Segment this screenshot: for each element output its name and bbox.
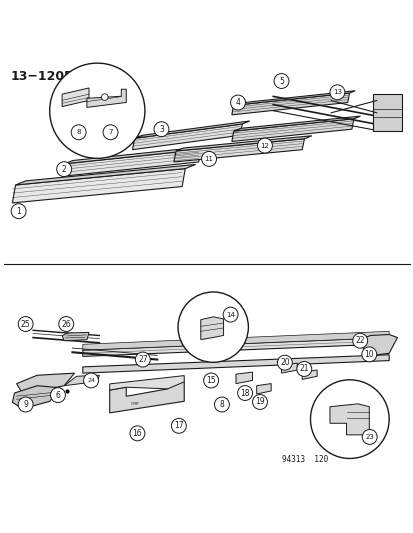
Circle shape bbox=[201, 151, 216, 166]
Polygon shape bbox=[16, 165, 195, 185]
Polygon shape bbox=[231, 119, 353, 141]
Polygon shape bbox=[109, 378, 184, 413]
Circle shape bbox=[57, 161, 71, 176]
Circle shape bbox=[50, 387, 65, 402]
Polygon shape bbox=[173, 139, 304, 162]
Circle shape bbox=[178, 292, 248, 362]
Text: 13: 13 bbox=[332, 90, 341, 95]
Polygon shape bbox=[83, 332, 388, 350]
Circle shape bbox=[103, 125, 118, 140]
Circle shape bbox=[310, 380, 388, 458]
Text: 27: 27 bbox=[138, 355, 147, 364]
Polygon shape bbox=[17, 373, 74, 394]
Circle shape bbox=[71, 125, 86, 140]
Circle shape bbox=[101, 94, 108, 100]
Polygon shape bbox=[62, 88, 89, 107]
Circle shape bbox=[154, 122, 169, 136]
Text: 25: 25 bbox=[21, 319, 31, 328]
Circle shape bbox=[361, 347, 376, 362]
Text: 14: 14 bbox=[225, 312, 235, 318]
Circle shape bbox=[277, 355, 292, 370]
Circle shape bbox=[59, 317, 74, 332]
Polygon shape bbox=[83, 355, 388, 373]
Text: 11: 11 bbox=[204, 156, 213, 162]
Polygon shape bbox=[231, 93, 349, 115]
Text: 94313  120: 94313 120 bbox=[281, 455, 327, 464]
Text: ORP: ORP bbox=[130, 401, 139, 406]
Polygon shape bbox=[87, 89, 126, 108]
Text: 19: 19 bbox=[254, 398, 264, 407]
Text: 26: 26 bbox=[61, 319, 71, 328]
Circle shape bbox=[18, 317, 33, 332]
Circle shape bbox=[252, 394, 267, 409]
Circle shape bbox=[203, 373, 218, 388]
Polygon shape bbox=[12, 386, 60, 409]
Circle shape bbox=[171, 418, 186, 433]
Polygon shape bbox=[233, 91, 354, 106]
Text: 21: 21 bbox=[299, 365, 308, 374]
Polygon shape bbox=[200, 317, 223, 340]
Polygon shape bbox=[83, 337, 388, 357]
Text: 7: 7 bbox=[108, 130, 112, 135]
Circle shape bbox=[130, 426, 145, 441]
Circle shape bbox=[50, 63, 145, 158]
Polygon shape bbox=[176, 136, 311, 151]
Polygon shape bbox=[256, 384, 271, 394]
Polygon shape bbox=[109, 376, 184, 390]
Text: 1: 1 bbox=[16, 207, 21, 216]
Polygon shape bbox=[132, 124, 242, 150]
Text: 6: 6 bbox=[55, 391, 60, 400]
Polygon shape bbox=[12, 168, 185, 203]
Polygon shape bbox=[235, 372, 252, 384]
Circle shape bbox=[273, 74, 288, 88]
Circle shape bbox=[83, 373, 98, 388]
Circle shape bbox=[257, 138, 272, 153]
Polygon shape bbox=[329, 404, 368, 435]
Text: 4: 4 bbox=[235, 98, 240, 107]
Text: 16: 16 bbox=[132, 429, 142, 438]
Polygon shape bbox=[134, 121, 249, 138]
Text: 9: 9 bbox=[23, 400, 28, 409]
Text: 18: 18 bbox=[240, 389, 249, 398]
Circle shape bbox=[11, 204, 26, 219]
Text: 5: 5 bbox=[278, 77, 283, 85]
Polygon shape bbox=[62, 149, 201, 176]
Text: 8: 8 bbox=[76, 130, 81, 135]
Polygon shape bbox=[62, 333, 89, 341]
Text: 8: 8 bbox=[219, 400, 224, 409]
Polygon shape bbox=[281, 363, 297, 373]
Polygon shape bbox=[233, 116, 360, 131]
Polygon shape bbox=[64, 375, 99, 386]
Text: 13−120B: 13−120B bbox=[10, 70, 74, 83]
Circle shape bbox=[230, 95, 245, 110]
Circle shape bbox=[296, 361, 311, 376]
Circle shape bbox=[329, 85, 344, 100]
Text: 2: 2 bbox=[62, 165, 66, 174]
Text: 17: 17 bbox=[173, 421, 183, 430]
Polygon shape bbox=[64, 146, 209, 164]
Polygon shape bbox=[301, 370, 316, 379]
Polygon shape bbox=[372, 94, 401, 131]
Text: 24: 24 bbox=[87, 378, 95, 383]
Text: 10: 10 bbox=[363, 350, 373, 359]
Circle shape bbox=[214, 397, 229, 412]
Text: 23: 23 bbox=[364, 434, 373, 440]
Text: 15: 15 bbox=[206, 376, 216, 385]
Circle shape bbox=[135, 352, 150, 367]
Circle shape bbox=[223, 307, 237, 322]
Circle shape bbox=[361, 430, 376, 445]
Text: 20: 20 bbox=[279, 358, 289, 367]
Circle shape bbox=[352, 333, 367, 348]
Text: 22: 22 bbox=[355, 336, 364, 345]
Text: 3: 3 bbox=[159, 125, 164, 134]
Circle shape bbox=[18, 397, 33, 412]
Text: 12: 12 bbox=[260, 142, 269, 149]
Polygon shape bbox=[361, 335, 396, 357]
Circle shape bbox=[237, 385, 252, 400]
